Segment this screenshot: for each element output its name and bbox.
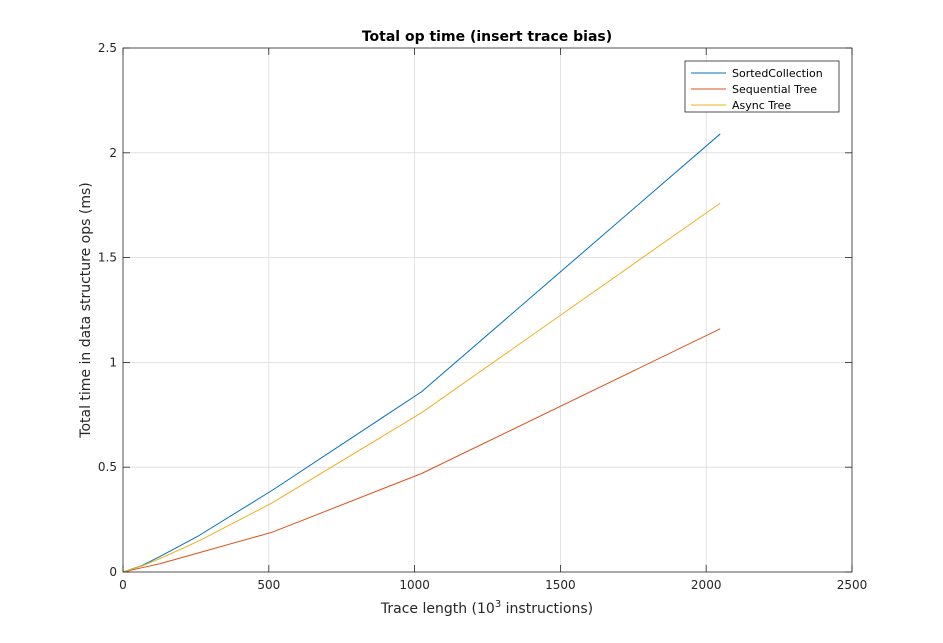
x-tick-label: 2000 — [691, 578, 722, 592]
series-line-async-tree — [122, 202, 721, 573]
x-tick-label: 2500 — [837, 578, 868, 592]
legend-label-sortedcollection: SortedCollection — [732, 67, 823, 80]
x-axis-label-suffix: instructions) — [501, 601, 593, 617]
legend-box — [684, 60, 840, 113]
grid — [123, 48, 852, 572]
x-axis-label-prefix: Trace length (10 — [380, 601, 495, 617]
y-tick-label: 0 — [109, 565, 117, 579]
chart-title: Total op time (insert trace bias) — [362, 29, 612, 45]
x-tick-label: 1000 — [399, 578, 430, 592]
x-tick-label: 1500 — [545, 578, 576, 592]
legend-label-async-tree: Async Tree — [732, 99, 791, 112]
y-axis-label: Total time in data structure ops (ms) — [78, 182, 94, 438]
legend: SortedCollection Sequential Tree Async Tre… — [684, 60, 840, 113]
legend-items: SortedCollection Sequential Tree Async Tre… — [691, 67, 823, 112]
plot-box — [122, 47, 853, 573]
y-tick-label: 2 — [109, 146, 117, 160]
y-tick-label: 0.5 — [98, 460, 117, 474]
x-tick-label: 500 — [257, 578, 280, 592]
x-axis-label-exponent: 3 — [495, 599, 501, 610]
legend-label-sequential-tree: Sequential Tree — [732, 83, 817, 96]
series-line-sequential-tree — [122, 328, 721, 573]
axis-ticks: 0 500 1000 1500 2000 2500 0 0.5 1 1.5 2 2.5 — [98, 41, 867, 592]
y-tick-label: 1.5 — [98, 251, 117, 265]
plot-area — [123, 48, 852, 572]
y-tick-label: 1 — [109, 355, 117, 369]
y-tick-label: 2.5 — [98, 41, 117, 55]
x-tick-label: 0 — [119, 578, 127, 592]
series-lines — [122, 133, 721, 573]
x-axis-label: Trace length (103 instructions) — [380, 599, 593, 617]
